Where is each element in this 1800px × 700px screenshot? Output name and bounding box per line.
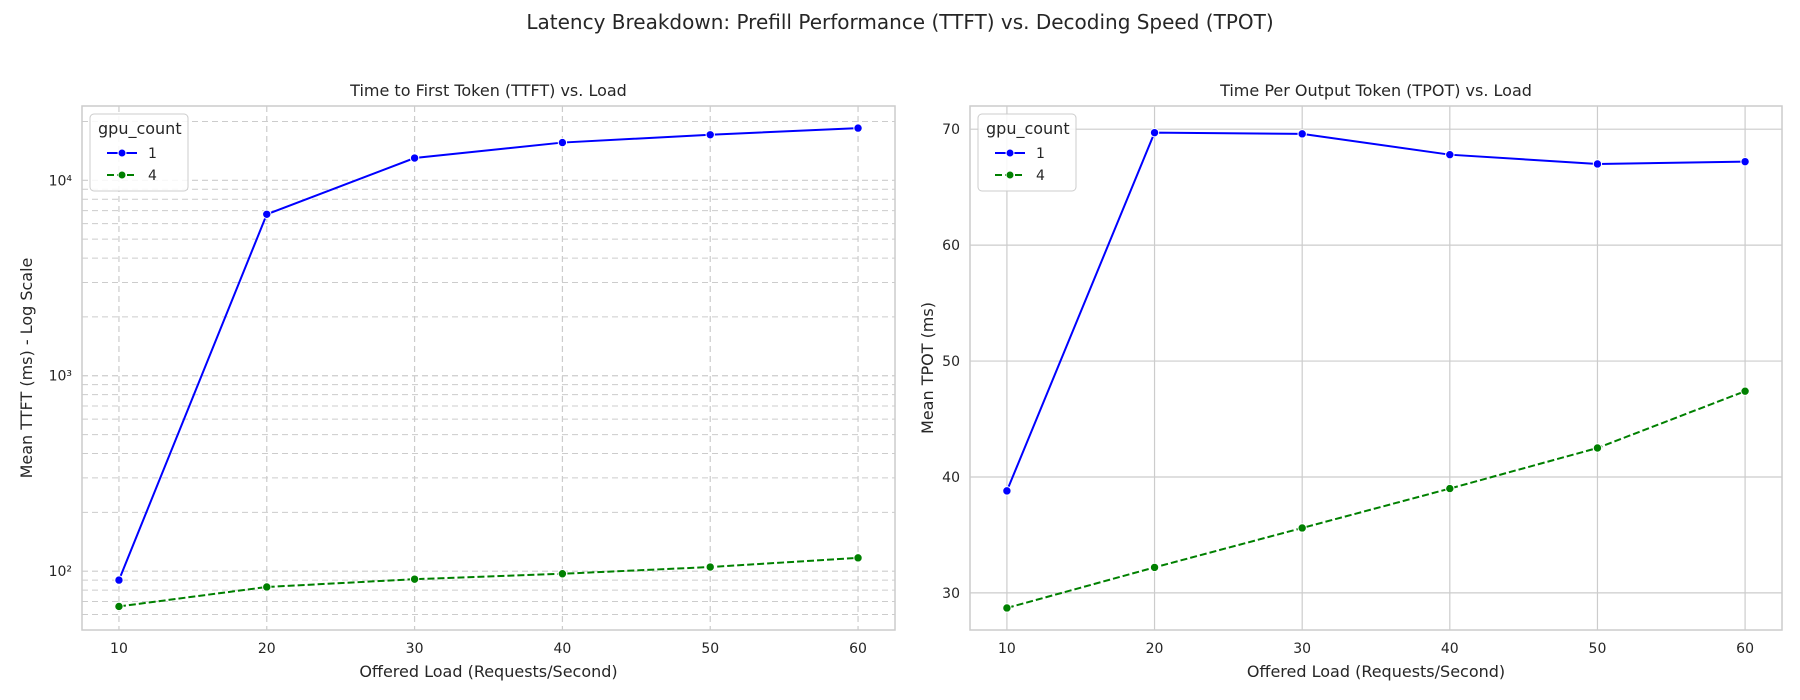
y-axis-label: Mean TPOT (ms) bbox=[918, 302, 937, 434]
data-point bbox=[1002, 486, 1012, 496]
data-point bbox=[114, 575, 124, 585]
axes-frame bbox=[969, 105, 1783, 631]
data-point bbox=[1149, 562, 1160, 573]
x-axis-label: Offered Load (Requests/Second) bbox=[359, 662, 617, 681]
x-tick-label: 30 bbox=[406, 641, 424, 657]
legend-label: 1 bbox=[148, 146, 157, 162]
subplot-title: Time to First Token (TTFT) vs. Load bbox=[349, 81, 627, 100]
x-tick-label: 40 bbox=[553, 641, 571, 657]
grid-lines bbox=[970, 106, 1782, 630]
data-point bbox=[1445, 149, 1455, 160]
x-axis-label: Offered Load (Requests/Second) bbox=[1247, 662, 1505, 681]
data-point bbox=[409, 574, 420, 584]
x-tick-label: 50 bbox=[701, 641, 719, 657]
series-4 bbox=[114, 553, 863, 612]
legend-marker bbox=[117, 170, 127, 180]
x-tick-label: 30 bbox=[1293, 641, 1311, 657]
legend-marker bbox=[1005, 148, 1015, 158]
series-line bbox=[118, 127, 859, 581]
x-tick-label: 10 bbox=[998, 641, 1016, 657]
data-point bbox=[1002, 603, 1012, 613]
data-point bbox=[1445, 483, 1455, 494]
legend-frame bbox=[977, 113, 1077, 192]
legend: gpu_count 1 4 bbox=[977, 113, 1077, 192]
ttft-subplot: 10 20 30 40 50 60 10² 10³ 10⁴ Time to First Token… bbox=[17, 81, 896, 681]
y-tick-label: 50 bbox=[942, 354, 960, 370]
y-tick-label: 40 bbox=[942, 470, 960, 486]
x-tick-label: 60 bbox=[1736, 641, 1754, 657]
series-1 bbox=[1002, 127, 1750, 496]
data-point bbox=[1592, 443, 1603, 453]
y-tick-label: 10⁴ bbox=[49, 173, 73, 189]
data-point bbox=[853, 553, 863, 563]
x-tick-label: 40 bbox=[1441, 641, 1459, 657]
x-tick-label: 20 bbox=[1146, 641, 1164, 657]
data-point bbox=[1592, 159, 1603, 169]
y-axis-label: Mean TTFT (ms) - Log Scale bbox=[17, 258, 36, 479]
data-point bbox=[853, 123, 863, 133]
series-line bbox=[1005, 131, 1746, 492]
subplot-title: Time Per Output Token (TPOT) vs. Load bbox=[1219, 81, 1532, 100]
data-point bbox=[409, 153, 420, 163]
data-point bbox=[1740, 156, 1750, 167]
data-point bbox=[705, 130, 715, 140]
series-4 bbox=[1002, 386, 1750, 613]
legend-title: gpu_count bbox=[98, 119, 182, 139]
legend-label: 4 bbox=[1036, 168, 1045, 184]
legend-label: 1 bbox=[1036, 146, 1045, 162]
data-point bbox=[1297, 129, 1307, 139]
y-tick-label: 10² bbox=[49, 564, 72, 580]
axes-frame bbox=[81, 105, 896, 631]
x-tick-label: 60 bbox=[849, 641, 867, 657]
legend: gpu_count 1 4 bbox=[89, 113, 189, 192]
data-point bbox=[1297, 523, 1307, 533]
data-point bbox=[557, 569, 568, 579]
data-point bbox=[1149, 127, 1160, 138]
data-point bbox=[262, 582, 272, 592]
series-line bbox=[1006, 390, 1746, 609]
data-point bbox=[1740, 386, 1750, 396]
legend-title: gpu_count bbox=[986, 119, 1070, 139]
y-tick-label: 70 bbox=[942, 122, 960, 138]
legend-frame bbox=[89, 113, 189, 192]
data-point bbox=[114, 601, 124, 612]
legend-marker bbox=[117, 148, 127, 158]
data-point bbox=[557, 137, 568, 148]
x-tick-label: 20 bbox=[258, 641, 276, 657]
data-point bbox=[262, 209, 272, 219]
y-tick-label: 10³ bbox=[49, 369, 72, 385]
x-tick-label: 10 bbox=[110, 641, 128, 657]
legend-marker bbox=[1005, 170, 1015, 180]
series-line bbox=[118, 556, 859, 608]
tpot-subplot: 10 20 30 40 50 60 30 40 50 60 70 Time Per Output To… bbox=[918, 81, 1783, 681]
data-point bbox=[705, 562, 715, 572]
y-tick-label: 30 bbox=[942, 586, 960, 602]
series-1 bbox=[114, 123, 863, 585]
legend-label: 4 bbox=[148, 168, 157, 184]
figure-title: Latency Breakdown: Prefill Performance (… bbox=[526, 10, 1274, 34]
x-tick-label: 50 bbox=[1589, 641, 1607, 657]
y-tick-label: 60 bbox=[942, 238, 960, 254]
